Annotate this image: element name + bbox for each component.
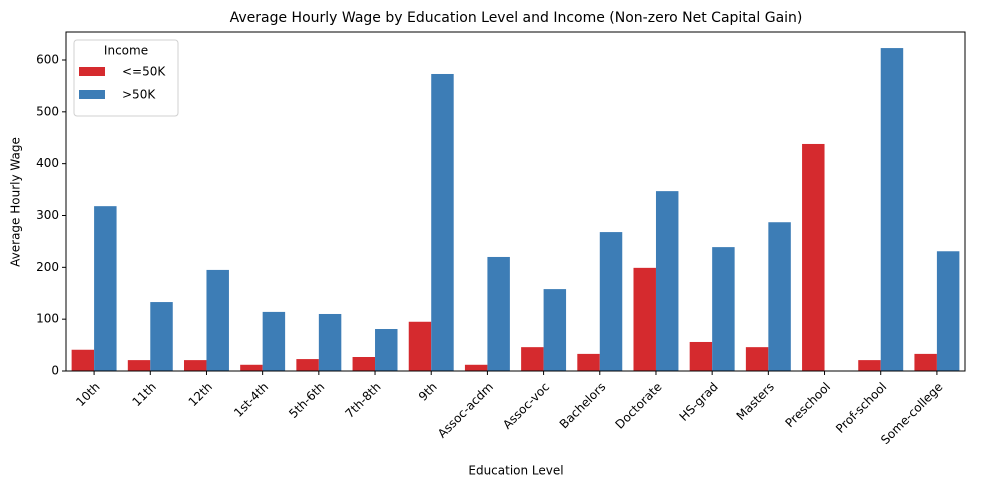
bar <box>599 232 623 371</box>
bar <box>183 360 207 371</box>
bar <box>858 360 881 371</box>
bar <box>408 321 432 371</box>
x-tick-label: Preschool <box>783 380 834 431</box>
bar <box>240 364 263 371</box>
legend-title: Income <box>104 44 148 58</box>
plot-frame <box>65 31 966 372</box>
bar <box>521 347 544 371</box>
bar <box>206 269 229 371</box>
y-tick-label: 500 <box>36 104 59 118</box>
x-tick-label: Assoc-acdm <box>435 380 496 441</box>
bar <box>150 302 173 371</box>
bar <box>577 353 600 371</box>
legend-label: <=50K <box>122 65 166 79</box>
x-tick-label: Doctorate <box>613 380 665 432</box>
x-tick-label: 5th-6th <box>286 380 327 421</box>
x-tick-label: HS-grad <box>677 380 721 424</box>
chart-title: Average Hourly Wage by Education Level a… <box>230 10 803 26</box>
x-tick-label: 10th <box>73 380 102 409</box>
y-tick-label: 600 <box>36 52 59 66</box>
bar <box>352 357 376 371</box>
bar <box>802 143 825 371</box>
bar <box>431 73 454 371</box>
bar <box>914 353 937 371</box>
bar <box>375 329 398 371</box>
bar <box>127 360 151 371</box>
bar <box>633 267 656 371</box>
x-tick-label: 1st-4th <box>231 380 271 420</box>
y-tick-label: 200 <box>36 260 59 274</box>
bar <box>745 347 769 371</box>
x-tick-label: Assoc-voc <box>500 380 552 432</box>
y-tick-label: 100 <box>36 312 59 326</box>
bar <box>936 251 960 371</box>
x-axis-label: Education Level <box>468 464 563 478</box>
bar <box>71 349 95 371</box>
legend-swatch <box>79 67 105 76</box>
bar <box>880 48 904 371</box>
y-tick-label: 0 <box>51 364 59 378</box>
x-tick-label: Bachelors <box>557 380 609 432</box>
bar <box>768 222 791 371</box>
bar <box>262 311 286 371</box>
bar <box>296 359 319 371</box>
y-axis-label: Average Hourly Wage <box>9 137 23 267</box>
x-tick-label: 11th <box>129 380 158 409</box>
x-tick-label: Prof-school <box>833 380 889 436</box>
bar <box>655 191 679 371</box>
legend-label: >50K <box>122 88 156 102</box>
x-tick-label: 9th <box>416 380 440 404</box>
y-tick-label: 300 <box>36 208 59 222</box>
bar <box>712 247 735 371</box>
bar <box>464 364 488 371</box>
bar <box>318 313 342 371</box>
x-tick-label: Masters <box>734 380 777 423</box>
bar <box>487 256 510 371</box>
x-tick-label: 7th-8th <box>342 380 383 421</box>
y-tick-label: 400 <box>36 156 59 170</box>
bar <box>689 341 713 371</box>
legend-swatch <box>79 90 105 99</box>
bar <box>94 206 117 371</box>
x-tick-label: 12th <box>186 380 215 409</box>
bar <box>543 289 567 371</box>
